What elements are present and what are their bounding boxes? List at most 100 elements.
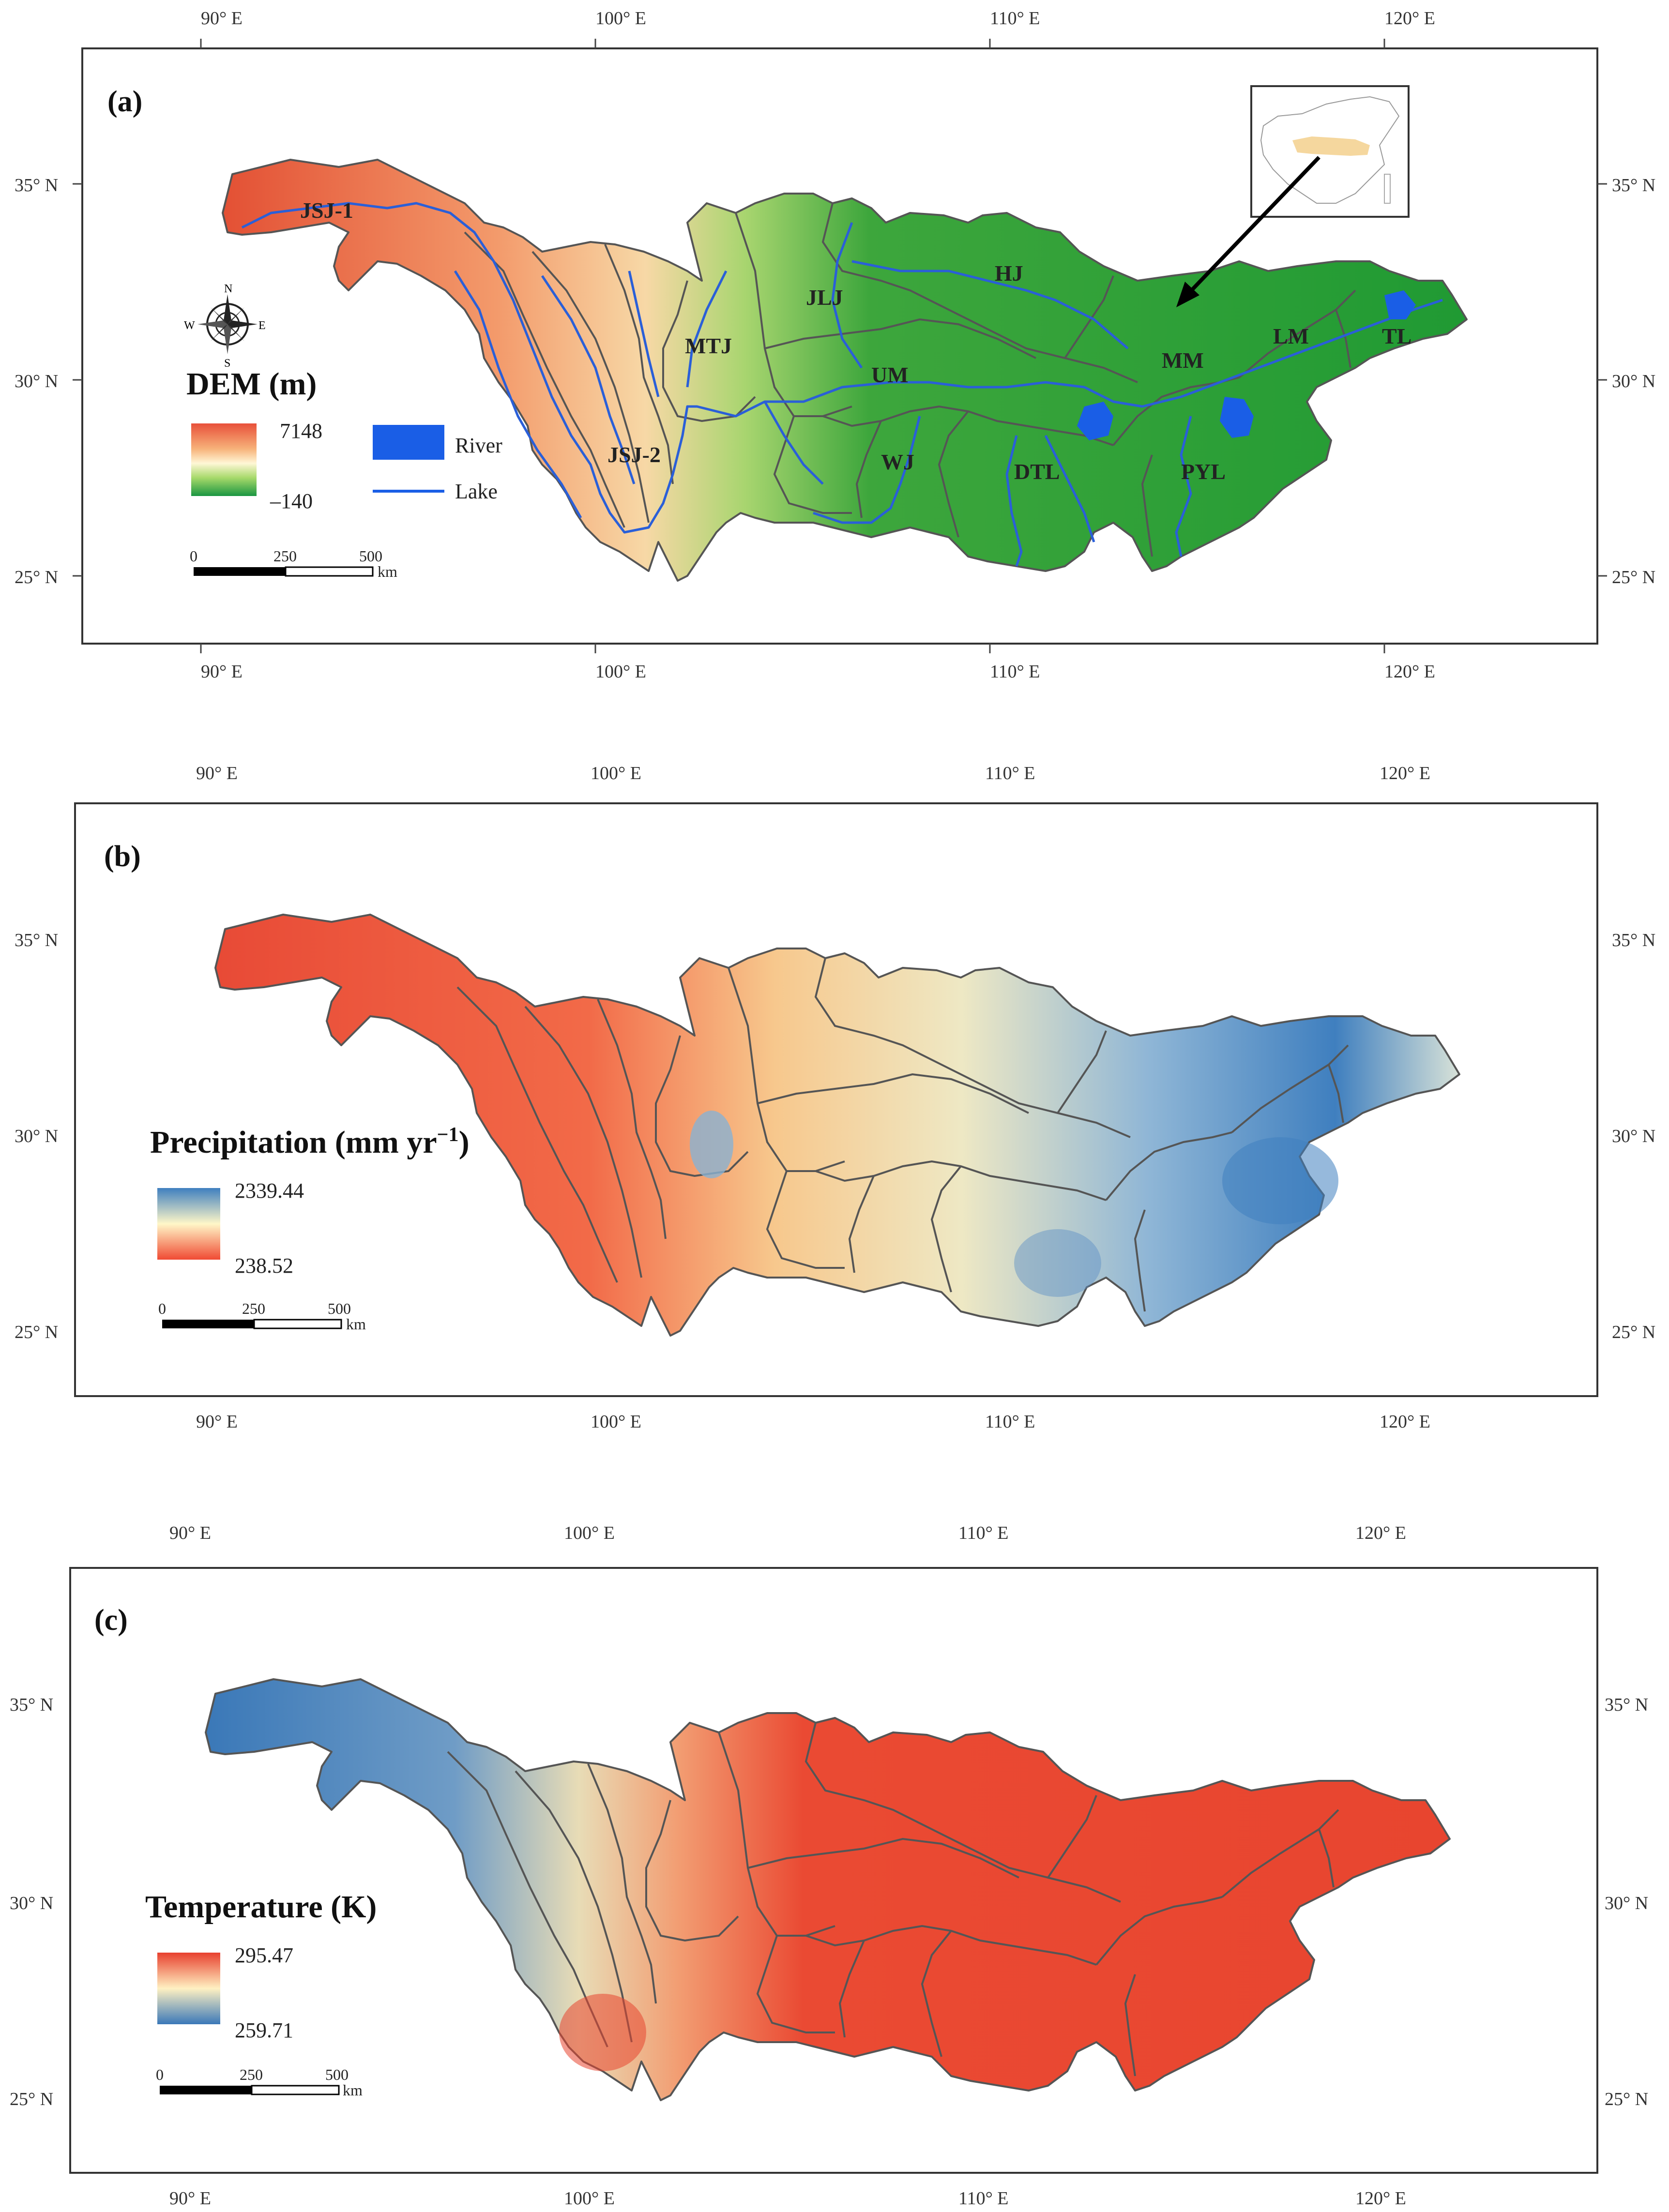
scale-500: 500 (359, 547, 382, 565)
label-um: UM (871, 362, 909, 387)
lon-label-100-bottom: 100° E (591, 1412, 641, 1432)
lat-label-35-left: 35° N (15, 175, 58, 196)
scale-500: 500 (325, 2066, 349, 2083)
panel-c: 90° E 100° E 110° E 120° E 90° E 100° E … (0, 1515, 1669, 2212)
lon-label-110-top: 110° E (990, 8, 1040, 29)
label-hj: HJ (995, 261, 1023, 286)
lat-label-30-right: 30° N (1612, 1126, 1655, 1146)
basin-precip (214, 914, 1460, 1337)
lon-label-120-bottom: 120° E (1384, 662, 1435, 682)
lat-label-30-right: 30° N (1612, 371, 1655, 391)
legend-river-swatch (373, 425, 444, 460)
legend-max-precip: 2339.44 (235, 1179, 304, 1203)
scale-bar: 0 250 500 km (158, 1300, 366, 1333)
compass-e: E (258, 319, 266, 332)
panel-label-a: (a) (107, 85, 142, 118)
lon-label-90-top: 90° E (169, 1523, 211, 1543)
label-dtl: DTL (1014, 459, 1060, 484)
scale-250: 250 (242, 1300, 265, 1317)
lat-label-25-left: 25° N (15, 1322, 58, 1342)
lon-label-90-bottom: 90° E (196, 1412, 238, 1432)
compass-s: S (224, 357, 230, 370)
panel-a-map: 90° E 100° E 110° E 120° E 90° E 100° E … (15, 8, 1655, 682)
china-inset-map (1250, 85, 1410, 218)
lon-label-90-bottom: 90° E (169, 2188, 211, 2209)
legend-min-dem: –140 (270, 489, 313, 513)
lat-label-30-left: 30° N (15, 1126, 58, 1146)
legend-colorbar-precip (157, 1188, 220, 1260)
map-frame (74, 802, 1598, 1397)
label-jlj: JLJ (806, 285, 843, 310)
lat-label-30-left: 30° N (15, 371, 58, 391)
lon-label-100-top: 100° E (595, 8, 646, 29)
legend-max-dem: 7148 (280, 419, 322, 443)
scale-0: 0 (190, 547, 197, 565)
lat-label-30-right: 30° N (1605, 1893, 1648, 1913)
lon-label-90-bottom: 90° E (201, 662, 243, 682)
basin-dem-fill (222, 159, 1468, 582)
scale-unit: km (343, 2081, 363, 2099)
lat-label-35-left: 35° N (10, 1695, 53, 1715)
scale-250: 250 (240, 2066, 263, 2083)
legend-title-temp: Temperature (K) (145, 1889, 377, 1925)
legend-min-temp: 259.71 (235, 2018, 293, 2042)
lon-label-120-bottom: 120° E (1355, 2188, 1406, 2209)
lat-label-35-left: 35° N (15, 930, 58, 950)
lon-label-120-top: 120° E (1355, 1523, 1406, 1543)
label-tl: TL (1382, 324, 1411, 348)
label-mm: MM (1162, 348, 1204, 373)
label-mtj: MTJ (685, 333, 732, 358)
lon-label-100-top: 100° E (564, 1523, 615, 1543)
locator-arrow (1176, 156, 1320, 307)
lon-label-110-top: 110° E (958, 1523, 1009, 1543)
legend-max-temp: 295.47 (235, 1943, 293, 1967)
lat-label-35-right: 35° N (1612, 930, 1655, 950)
compass-w: W (184, 319, 195, 332)
legend-title-end: ) (459, 1125, 470, 1160)
scale-bar: 0 250 500 km (190, 547, 397, 580)
legend-title-main: Precipitation (mm yr (150, 1125, 437, 1160)
label-jsj-1: JSJ-1 (300, 198, 353, 223)
lon-label-90-top: 90° E (201, 8, 243, 29)
label-pyl: PYL (1181, 459, 1226, 484)
label-lm: LM (1273, 324, 1309, 348)
panel-c-map: 90° E 100° E 110° E 120° E 90° E 100° E … (10, 1523, 1648, 2209)
scale-500: 500 (328, 1300, 351, 1317)
legend-title-precip: Precipitation (mm yr−1) (150, 1124, 470, 1160)
lat-label-25-left: 25° N (15, 567, 58, 587)
legend-title-dem: DEM (m) (186, 366, 317, 402)
lon-label-110-bottom: 110° E (990, 662, 1040, 682)
lon-label-120-bottom: 120° E (1380, 1412, 1430, 1432)
basin-temp-fill (205, 1678, 1451, 2101)
lon-label-110-bottom: 110° E (958, 2188, 1009, 2209)
panel-a: 90° E 100° E 110° E 120° E 90° E 100° E … (0, 0, 1669, 687)
scale-bar: 0 250 500 km (156, 2066, 363, 2099)
compass-n: N (224, 283, 232, 295)
lon-label-90-top: 90° E (196, 763, 238, 783)
lon-label-110-top: 110° E (985, 763, 1035, 783)
legend-river-label: River (455, 434, 502, 457)
lon-label-110-bottom: 110° E (985, 1412, 1035, 1432)
lat-label-35-right: 35° N (1612, 175, 1655, 196)
lon-label-120-top: 120° E (1380, 763, 1430, 783)
lat-label-25-left: 25° N (10, 2089, 53, 2109)
lakes (1077, 290, 1416, 440)
lon-label-100-bottom: 100° E (564, 2188, 615, 2209)
scale-250: 250 (273, 547, 297, 565)
legend-lake-label: Lake (455, 480, 498, 503)
lat-label-30-left: 30° N (10, 1893, 53, 1913)
label-jsj-2: JSJ-2 (607, 442, 661, 467)
legend-colorbar-dem (191, 423, 257, 496)
subbasin-labels: JSJ-1 JSJ-2 MTJ JLJ HJ UM WJ DTL MM PYL … (300, 198, 1411, 484)
basin-temperature (205, 1678, 1451, 2101)
lon-label-100-top: 100° E (591, 763, 641, 783)
label-wj: WJ (881, 450, 914, 474)
scale-0: 0 (158, 1300, 166, 1317)
panel-label-b: (b) (104, 840, 141, 873)
river-network (241, 202, 1443, 567)
lat-label-25-right: 25° N (1612, 1322, 1655, 1342)
ticks (73, 39, 1607, 653)
lon-label-100-bottom: 100° E (595, 662, 646, 682)
legend-min-precip: 238.52 (235, 1254, 293, 1278)
scale-unit: km (346, 1315, 366, 1333)
